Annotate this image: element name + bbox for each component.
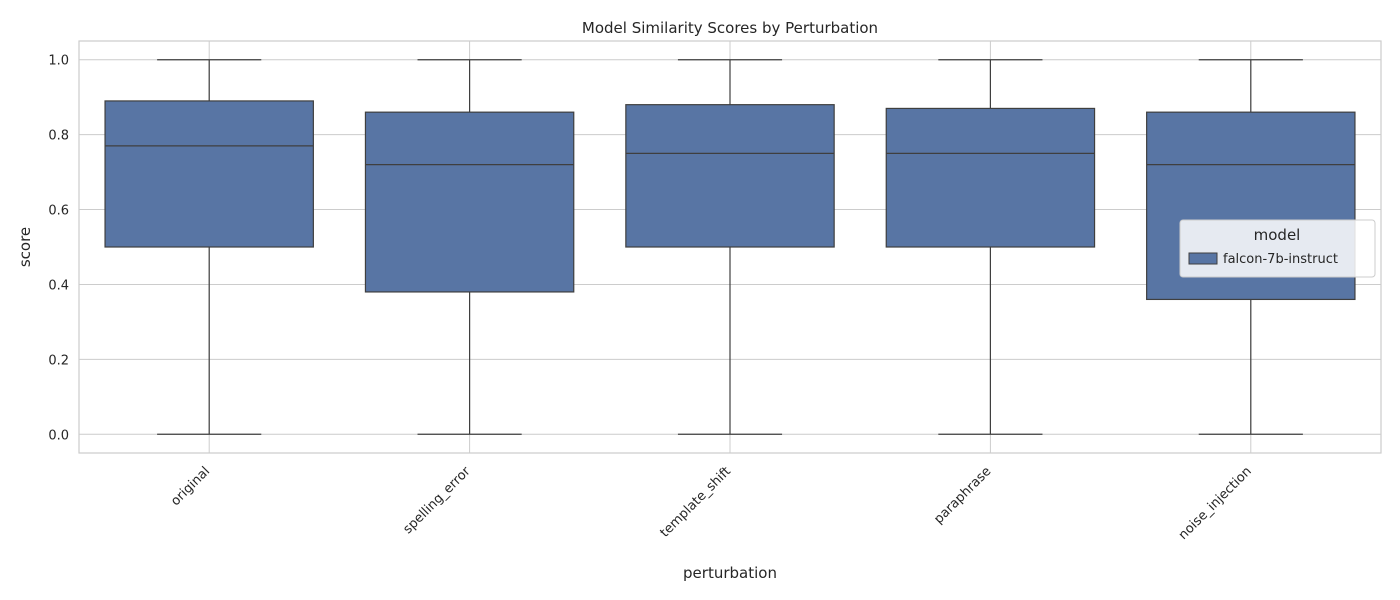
chart-title: Model Similarity Scores by Perturbation — [582, 19, 878, 37]
y-tick-label: 0.8 — [48, 129, 69, 144]
y-axis-label: score — [16, 227, 34, 267]
x-tick-labels: original spelling_error template_shift para… — [168, 464, 1255, 543]
iqr-box — [104, 100, 314, 248]
iqr-box — [885, 107, 1096, 248]
box-original — [104, 59, 314, 435]
legend-title: model — [1254, 226, 1301, 244]
legend-frame — [1179, 219, 1376, 278]
y-tick-label: 0.4 — [48, 278, 69, 293]
y-tick-label: 1.0 — [48, 54, 69, 69]
legend: model falcon-7b-instruct — [1179, 219, 1376, 278]
legend-swatch — [1188, 252, 1218, 265]
boxes-layer — [104, 59, 1356, 435]
box-spelling_error — [364, 59, 575, 435]
y-tick-label: 0.6 — [48, 204, 69, 219]
x-tick-label: paraphrase — [931, 464, 994, 527]
iqr-box — [625, 104, 835, 248]
y-tick-label: 0.0 — [48, 428, 69, 443]
box-paraphrase — [885, 59, 1096, 435]
plot-frame — [78, 40, 1382, 454]
legend-entry-label: falcon-7b-instruct — [1223, 252, 1338, 267]
y-tick-label: 0.2 — [48, 353, 69, 368]
iqr-box — [364, 111, 575, 293]
x-tick-label: spelling_error — [401, 464, 475, 538]
y-tick-labels: 0.0 0.2 0.4 0.6 0.8 1.0 — [48, 54, 69, 444]
x-tick-label: template_shift — [657, 464, 734, 541]
x-tick-label: original — [168, 464, 213, 509]
x-axis-label: perturbation — [683, 564, 777, 582]
box-template_shift — [625, 59, 835, 435]
x-tick-label: noise_injection — [1176, 464, 1255, 543]
